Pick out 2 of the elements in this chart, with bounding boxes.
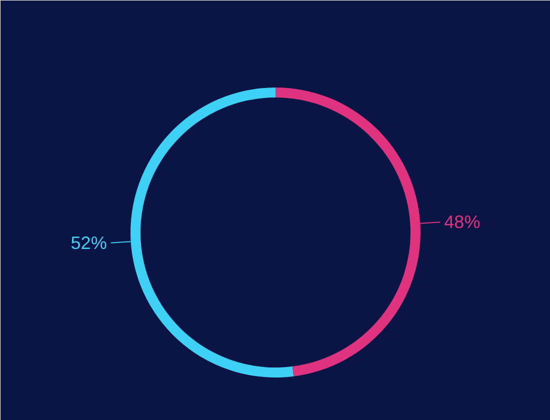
data-label: 52%	[70, 232, 107, 253]
data-label: 48%	[444, 212, 480, 232]
